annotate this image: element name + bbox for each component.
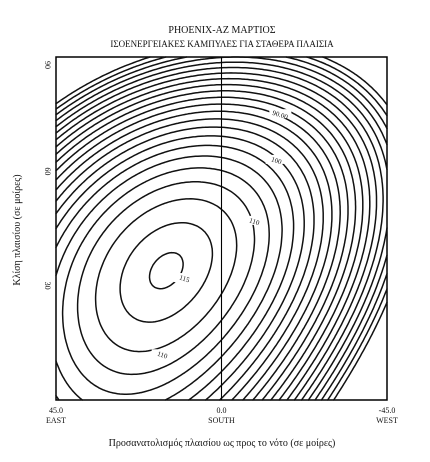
contour-line bbox=[55, 110, 333, 401]
contour-line bbox=[94, 198, 238, 353]
contour-line bbox=[55, 96, 349, 401]
x-tick-label: 0.0 bbox=[217, 406, 227, 415]
contour-line bbox=[55, 83, 364, 401]
x-axis-label: Προσανατολισμός πλαισίου ως προς το νότο… bbox=[109, 438, 336, 449]
contour-line bbox=[55, 118, 324, 401]
contour-label: 110 bbox=[248, 216, 261, 227]
contour-label: 100 bbox=[270, 155, 283, 166]
y-axis-ticks: 90 60 30 bbox=[43, 61, 52, 290]
y-tick-label: 30 bbox=[43, 282, 52, 290]
contour-line bbox=[55, 56, 388, 401]
contour-line bbox=[55, 72, 378, 401]
contour-label-background bbox=[173, 273, 196, 283]
y-tick-label: 90 bbox=[43, 61, 52, 69]
x-tick-sublabel: SOUTH bbox=[208, 416, 235, 425]
contour-lines bbox=[55, 56, 388, 401]
contour-label-background bbox=[243, 215, 266, 225]
contour-label: 115 bbox=[178, 274, 191, 285]
y-tick-label: 60 bbox=[43, 167, 52, 175]
contour-line bbox=[55, 66, 384, 401]
y-axis-label: Κλίση πλαισίου (σε μοίρες) bbox=[12, 174, 23, 285]
chart-subtitle: ΙΣΟΕΝΕΡΓΕΙΑΚΕΣ ΚΑΜΠΥΛΕΣ ΓΙΑ ΣΤΑΘΕΡΑ ΠΛΑΙ… bbox=[110, 39, 334, 49]
x-tick-label: -45.0 bbox=[379, 406, 396, 415]
chart-title: PHOENIX-AZ ΜΑΡΤΙΟΣ bbox=[168, 25, 275, 36]
contour-label-background bbox=[269, 109, 292, 119]
contour-line bbox=[55, 56, 388, 401]
contour-line bbox=[55, 90, 357, 401]
contour-label-background bbox=[265, 154, 288, 164]
contour-line bbox=[55, 61, 388, 401]
x-tick-sublabel: WEST bbox=[376, 416, 398, 425]
x-tick-label: 45.0 bbox=[49, 406, 63, 415]
contour-line bbox=[61, 167, 270, 395]
contour-label: 110 bbox=[156, 350, 169, 361]
contour-line bbox=[55, 144, 295, 401]
contour-label-background bbox=[151, 349, 174, 359]
contour-line bbox=[55, 103, 341, 401]
contour-line bbox=[55, 126, 315, 401]
contour-line bbox=[119, 221, 214, 323]
x-tick-sublabel: EAST bbox=[46, 416, 66, 425]
contour-line bbox=[55, 77, 371, 401]
contour-line bbox=[148, 251, 184, 290]
contour-line bbox=[55, 56, 388, 401]
contour-line bbox=[55, 135, 305, 401]
contour-line bbox=[55, 56, 388, 401]
contour-line bbox=[76, 181, 256, 376]
contour-line bbox=[55, 155, 283, 401]
